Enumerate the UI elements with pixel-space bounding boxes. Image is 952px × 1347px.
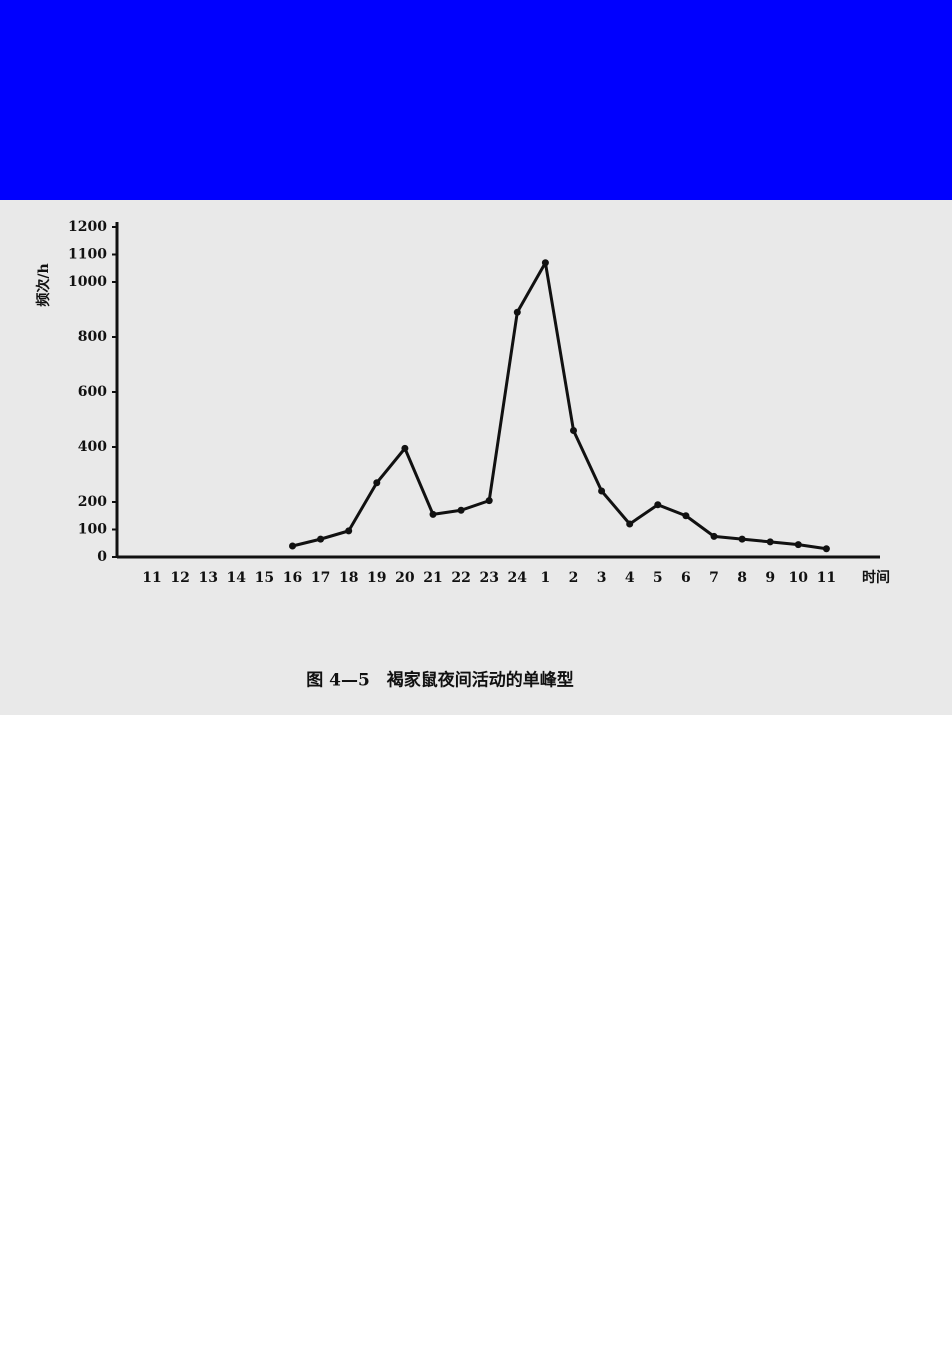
point bbox=[766, 538, 774, 546]
x-tick-label: 3 bbox=[597, 570, 607, 586]
point bbox=[710, 532, 718, 540]
y-tick-label: 0 bbox=[97, 549, 107, 565]
x-tick-label: 5 bbox=[653, 570, 663, 586]
point bbox=[345, 527, 353, 535]
y-tick-label: 600 bbox=[78, 384, 107, 400]
line bbox=[292, 261, 827, 551]
x-tick-label: 11 bbox=[142, 570, 161, 586]
point bbox=[485, 497, 493, 505]
point bbox=[373, 479, 381, 487]
x-tick-label: 13 bbox=[198, 570, 217, 586]
x-tick-label: 8 bbox=[737, 570, 747, 586]
point bbox=[598, 487, 606, 495]
blue-banner bbox=[0, 0, 952, 200]
x-tick-label: 23 bbox=[479, 570, 498, 586]
point bbox=[654, 501, 662, 509]
x-tick-label: 15 bbox=[255, 570, 274, 586]
x-tick-label: 12 bbox=[170, 570, 189, 586]
y-tick-label: 100 bbox=[78, 522, 107, 538]
x-tick-label: 7 bbox=[709, 570, 719, 586]
x-tick-label: 17 bbox=[311, 570, 330, 586]
x-tick-label: 22 bbox=[451, 570, 470, 586]
x-tick-label: 20 bbox=[395, 570, 415, 586]
x-tick-label: 6 bbox=[681, 570, 691, 586]
y-tick-label: 1200 bbox=[68, 219, 107, 235]
point bbox=[570, 427, 577, 434]
x-axis-label: 时间 bbox=[862, 569, 890, 586]
y-tick-label: 200 bbox=[78, 494, 107, 510]
y-tick-label: 1000 bbox=[68, 274, 107, 290]
x-tick-label: 14 bbox=[227, 570, 247, 586]
y-axis-label: 频次/h bbox=[35, 263, 52, 306]
y-tick-label: 400 bbox=[78, 439, 107, 455]
point bbox=[822, 545, 830, 553]
x-tick-label: 1 bbox=[541, 570, 551, 586]
x-tick-label: 18 bbox=[339, 570, 358, 586]
point bbox=[289, 542, 296, 550]
x-tick-label: 11 bbox=[817, 570, 836, 586]
point bbox=[541, 259, 549, 267]
x-tick-label: 19 bbox=[367, 570, 386, 586]
x-tick-label: 10 bbox=[789, 570, 809, 586]
point bbox=[682, 512, 690, 520]
caption: 图 4—5 褐家鼠夜间活动的单峰型 bbox=[306, 670, 574, 691]
point bbox=[429, 510, 437, 518]
point bbox=[626, 520, 634, 528]
point bbox=[401, 444, 409, 452]
x-tick-label: 21 bbox=[423, 570, 442, 586]
x-tick-label: 9 bbox=[765, 570, 775, 586]
y-tick-label: 800 bbox=[78, 329, 107, 345]
point bbox=[794, 541, 802, 549]
point bbox=[457, 506, 465, 514]
x-tick-label: 2 bbox=[569, 570, 579, 586]
scanned-page bbox=[0, 200, 952, 715]
point bbox=[317, 535, 325, 543]
point bbox=[738, 535, 746, 543]
x-tick-label: 4 bbox=[625, 570, 635, 586]
x-tick-label: 16 bbox=[283, 570, 302, 586]
y-tick-label: 1100 bbox=[68, 247, 107, 263]
point bbox=[513, 308, 521, 316]
x-tick-label: 24 bbox=[508, 570, 528, 586]
